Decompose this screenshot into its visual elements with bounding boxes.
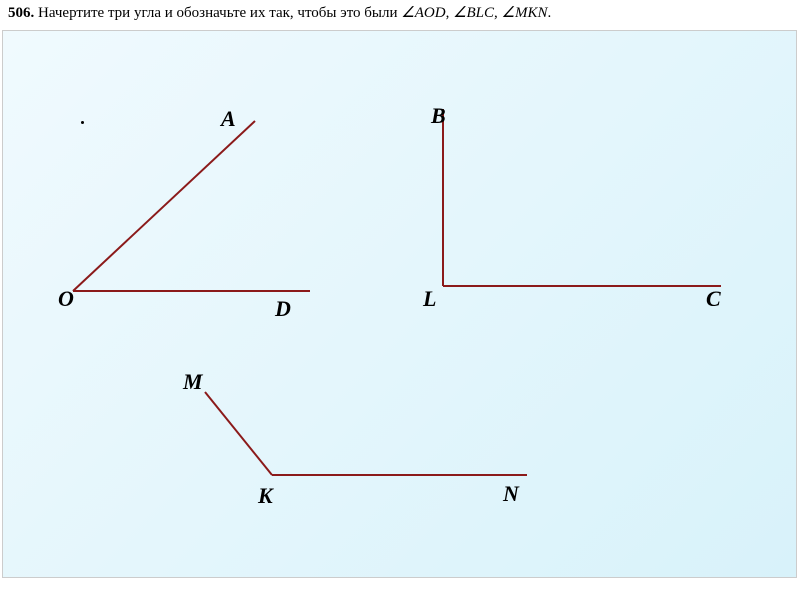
label-L: L (423, 286, 436, 312)
label-C: C (706, 286, 721, 312)
problem-statement: 506. Начертите три угла и обозначьте их … (0, 0, 800, 28)
label-B: B (431, 103, 446, 129)
angle-aod-text: ∠AOD (401, 5, 445, 21)
decoration-dot (81, 121, 84, 124)
label-O: O (58, 286, 74, 312)
label-M: M (183, 369, 203, 395)
problem-text-2: , (446, 5, 454, 21)
label-D: D (275, 296, 291, 322)
label-N: N (503, 481, 519, 507)
problem-text-1: Начертите три угла и обозначьте их так, … (34, 5, 401, 21)
problem-text-4: . (547, 5, 551, 21)
label-A: A (221, 106, 236, 132)
label-K: K (258, 483, 273, 509)
angles-svg (3, 31, 798, 579)
ray-KM (205, 392, 272, 475)
problem-number: 506. (8, 5, 34, 21)
ray-OA (73, 121, 255, 291)
problem-text-3: , (494, 5, 502, 21)
angle-mkn-text: ∠MKN (502, 5, 548, 21)
angle-blc-text: ∠BLC (453, 5, 494, 21)
diagram-canvas: A O D B L C M K N (2, 30, 797, 578)
